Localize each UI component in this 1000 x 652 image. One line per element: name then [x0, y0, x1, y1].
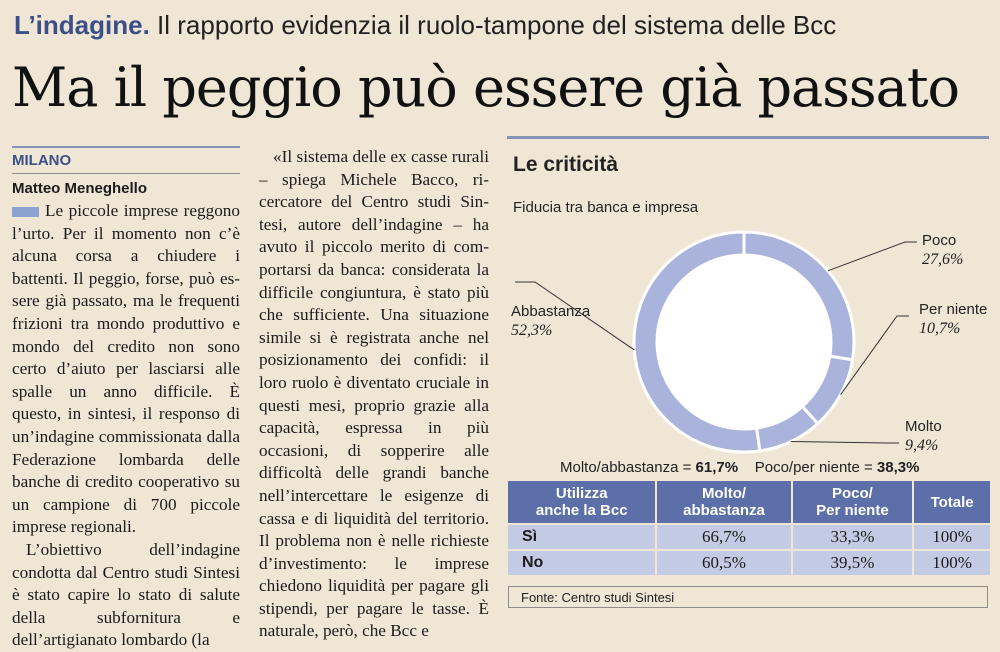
byline-rule [12, 173, 240, 174]
donut-chart [515, 230, 917, 454]
leader-line [827, 241, 917, 272]
summary-a-value: 61,7% [695, 459, 739, 476]
table-row: Sì 66,7% 33,3% 100% [508, 523, 990, 550]
table-cell: 100% [913, 549, 990, 575]
byline: Matteo Meneghello [12, 180, 148, 197]
summary-b-value: 38,3% [876, 459, 920, 476]
top-rule [12, 146, 240, 148]
kicker: L’indagine. Il rapporto evidenzia il ruo… [14, 8, 836, 42]
row-header: No [508, 549, 658, 575]
infographic-rule [507, 136, 989, 139]
table-cell: 39,5% [791, 549, 915, 575]
paragraph: «Il sistema delle ex casse ru­rali – spi… [259, 147, 489, 641]
table-cell: 100% [913, 523, 990, 550]
row-header: Sì [508, 523, 658, 550]
column-header: Utilizza anche la Bcc [508, 481, 658, 524]
kicker-label: L’indagine. [14, 10, 150, 40]
chart-subtitle: Fiducia tra banca e impresa [513, 199, 699, 216]
column-header: Poco/Per niente [791, 481, 915, 524]
leader-line [515, 281, 635, 351]
summary-line: Molto/abbastanza = 61,7% Poco/per niente… [560, 459, 919, 476]
article-column-1: MILANO Matteo Meneghello Le piccole impr… [12, 146, 240, 652]
kicker-text: Il rapporto evidenzia il ruolo-tampone d… [157, 10, 837, 40]
table-cell: 33,3% [791, 523, 915, 550]
dateline: MILANO [12, 152, 72, 169]
donut-hole [658, 256, 830, 428]
slice-label-per-niente: Per niente 10,7% [919, 301, 988, 337]
slice-label-abbastanza: Abbastanza 52,3% [511, 303, 591, 339]
paragraph-text: Le piccole imprese reggo­no l’urto. Per … [12, 201, 240, 537]
table-cell: 60,5% [656, 549, 793, 575]
donut-slice-abbastanza [632, 230, 762, 454]
slice-label-poco: Poco 27,6% [922, 232, 964, 268]
column-header: Totale [913, 481, 990, 524]
data-table: Utilizza anche la Bcc Molto/abbastanza Po… [508, 481, 990, 575]
leader-line [790, 441, 899, 444]
summary-b-label: Poco/per niente = [754, 459, 873, 476]
infographic-title: Le criticità [513, 153, 619, 176]
table-cell: 66,7% [656, 523, 793, 550]
summary-a-label: Molto/abbastanza = [560, 459, 692, 476]
slice-label-molto: Molto 9,4% [905, 418, 942, 454]
lead-marker-icon [12, 207, 39, 218]
paragraph: Le piccole imprese reggo­no l’urto. Per … [12, 200, 240, 539]
leader-line [840, 315, 909, 395]
headline: Ma il peggio può essere già passato [12, 56, 960, 119]
table-row: No 60,5% 39,5% 100% [508, 549, 990, 575]
article-column-2: «Il sistema delle ex casse ru­rali – spi… [259, 146, 489, 643]
column-header: Molto/abbastanza [656, 481, 793, 524]
paragraph: L’obiettivo dell’indagine condotta dal C… [12, 539, 240, 650]
infographic: Le criticità Fiducia tra banca e impresa… [507, 136, 990, 614]
source-note: Fonte: Centro studi Sintesi [508, 586, 988, 608]
